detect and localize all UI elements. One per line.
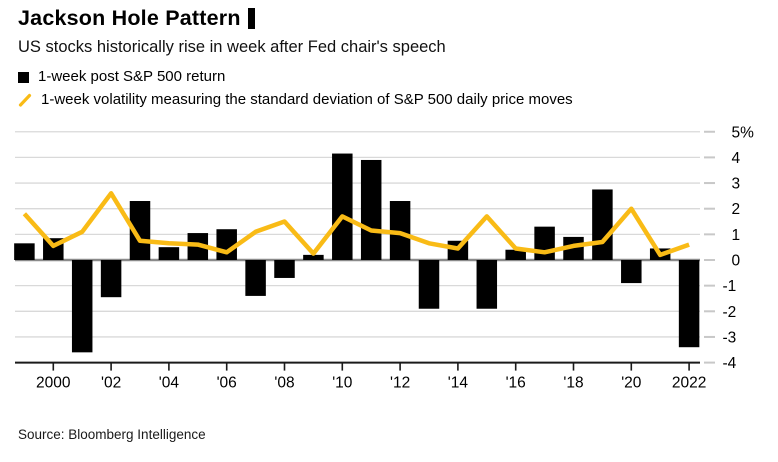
bar-2001 — [71, 260, 93, 353]
bar-1999 — [14, 243, 35, 260]
y-tick-label-3: 3 — [732, 176, 741, 193]
bar-2016 — [505, 249, 526, 260]
legend-item-volatility: 1-week volatility measuring the standard… — [18, 90, 573, 110]
bar-2015 — [476, 260, 498, 309]
legend-label-return: 1-week post S&P 500 return — [38, 68, 226, 85]
y-tick-label-5: 5% — [732, 124, 755, 141]
x-tick-label-2022: 2022 — [672, 375, 706, 392]
title-brand-bar — [247, 8, 255, 29]
bar-2019 — [592, 189, 613, 260]
y-tick-label-4: 4 — [732, 150, 741, 167]
y-tick-label-2: 2 — [732, 201, 741, 218]
x-tick-label-2014: '14 — [448, 375, 469, 392]
yellow-line-swatch-icon — [18, 93, 32, 107]
y-tick-label--1: -1 — [723, 278, 737, 295]
x-tick-label-2006: '06 — [217, 375, 237, 392]
legend-label-volatility: 1-week volatility measuring the standard… — [41, 91, 573, 108]
x-tick-label-2010: '10 — [332, 375, 353, 392]
bar-2020 — [621, 260, 642, 284]
bar-2010 — [332, 153, 353, 260]
bar-2002 — [100, 260, 122, 298]
x-tick-label-2016: '16 — [506, 375, 526, 392]
x-tick-label-2020: '20 — [621, 375, 642, 392]
bar-2011 — [360, 159, 382, 260]
volatility-line — [22, 191, 690, 258]
chart-header: Jackson Hole Pattern US stocks historica… — [18, 6, 758, 57]
legend-item-return: 1-week post S&P 500 return — [18, 67, 573, 87]
chart-title: Jackson Hole Pattern — [18, 6, 241, 30]
bar-2007 — [245, 260, 266, 296]
bar-2013 — [418, 260, 440, 309]
y-tick-label--2: -2 — [723, 304, 737, 321]
bar-2004 — [158, 247, 180, 260]
bar-2003 — [129, 201, 151, 260]
bar-2012 — [389, 201, 411, 260]
y-tick-label--3: -3 — [723, 329, 737, 346]
y-tick-label-0: 0 — [732, 253, 741, 270]
chart-legend: 1-week post S&P 500 return 1-week volati… — [18, 67, 573, 110]
chart-subtitle: US stocks historically rise in week afte… — [18, 38, 446, 56]
y-tick-label--4: -4 — [723, 355, 737, 372]
bar-2008 — [274, 260, 295, 278]
x-tick-label-2012: '12 — [390, 375, 410, 392]
bar-2022 — [678, 260, 700, 348]
x-tick-label-2018: '18 — [563, 375, 583, 392]
x-tick-label-2002: '02 — [101, 375, 121, 392]
bar-2009 — [303, 254, 324, 260]
source-note: Source: Bloomberg Intelligence — [18, 427, 206, 442]
x-tick-label-2008: '08 — [274, 375, 294, 392]
x-tick-label-2004: '04 — [159, 375, 180, 392]
bar-2017 — [534, 226, 555, 260]
y-tick-label-1: 1 — [732, 227, 741, 244]
bar-2018 — [563, 236, 584, 260]
x-tick-label-2000: 2000 — [36, 375, 71, 392]
black-square-swatch-icon — [18, 71, 29, 83]
